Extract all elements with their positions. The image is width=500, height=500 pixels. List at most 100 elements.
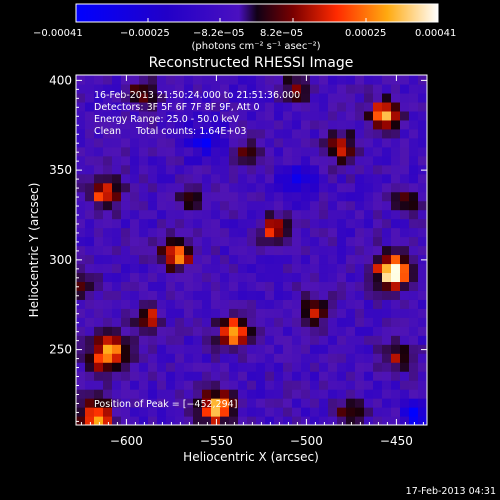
heatmap-cell bbox=[238, 272, 248, 283]
heatmap-cell bbox=[148, 236, 158, 247]
heatmap-cell bbox=[355, 218, 365, 229]
heatmap-cell bbox=[121, 254, 131, 265]
heatmap-cell bbox=[355, 353, 365, 363]
heatmap-cell bbox=[148, 245, 158, 256]
heatmap-cell bbox=[409, 128, 419, 139]
heatmap-cell bbox=[409, 317, 419, 327]
heatmap-cell bbox=[283, 137, 293, 148]
info-time-range: 16-Feb-2013 21:50:24.000 to 21:51:36.000 bbox=[94, 90, 300, 101]
x-tick-label: −450 bbox=[380, 434, 413, 448]
heatmap-cell bbox=[175, 272, 185, 283]
heatmap-cell bbox=[103, 353, 113, 363]
heatmap-cell bbox=[292, 110, 302, 121]
heatmap-cell bbox=[328, 83, 338, 94]
heatmap-cell bbox=[409, 416, 419, 425]
heatmap-cell bbox=[310, 380, 320, 390]
heatmap-cell bbox=[130, 155, 140, 166]
heatmap-cell bbox=[391, 182, 401, 193]
heatmap-cell bbox=[400, 299, 410, 309]
heatmap-cell bbox=[265, 371, 275, 381]
heatmap-cell bbox=[409, 326, 419, 336]
heatmap-cell bbox=[355, 146, 365, 157]
heatmap-cell bbox=[355, 92, 365, 103]
heatmap-cell bbox=[400, 272, 410, 283]
heatmap-cell bbox=[85, 272, 95, 283]
heatmap-cell bbox=[85, 155, 95, 166]
heatmap-cell bbox=[184, 92, 194, 103]
heatmap-cell bbox=[94, 308, 104, 318]
heatmap-cell bbox=[418, 164, 427, 175]
heatmap-cell bbox=[166, 191, 176, 202]
heatmap-cell bbox=[202, 209, 212, 220]
heatmap-cell bbox=[202, 308, 212, 318]
heatmap-cell bbox=[391, 326, 401, 336]
heatmap-cell bbox=[337, 371, 347, 381]
heatmap-cell bbox=[265, 146, 275, 157]
heatmap-cell bbox=[121, 290, 131, 300]
heatmap-cell bbox=[193, 200, 203, 211]
heatmap-cell bbox=[184, 407, 194, 417]
heatmap-cell bbox=[148, 362, 158, 372]
heatmap-cell bbox=[130, 407, 140, 417]
heatmap-cell bbox=[130, 371, 140, 381]
heatmap-cell bbox=[373, 362, 383, 372]
heatmap-cell bbox=[346, 326, 356, 336]
heatmap-cell bbox=[139, 191, 149, 202]
heatmap-cell bbox=[193, 101, 203, 112]
heatmap-cell bbox=[220, 146, 230, 157]
heatmap-cell bbox=[400, 245, 410, 256]
heatmap-cell bbox=[373, 119, 383, 130]
heatmap-cell bbox=[418, 299, 427, 309]
heatmap-cell bbox=[247, 245, 257, 256]
heatmap-cell bbox=[202, 326, 212, 336]
heatmap-cell bbox=[418, 227, 427, 238]
heatmap-cell bbox=[373, 110, 383, 121]
heatmap-cell bbox=[157, 200, 167, 211]
heatmap-cell bbox=[391, 218, 401, 229]
heatmap-cell bbox=[247, 281, 257, 291]
heatmap-cell bbox=[238, 371, 248, 381]
heatmap-cell bbox=[130, 227, 140, 238]
heatmap-cell bbox=[220, 416, 230, 425]
heatmap-cell bbox=[310, 281, 320, 291]
heatmap-cell bbox=[112, 75, 122, 85]
heatmap-cell bbox=[139, 389, 149, 399]
heatmap-cell bbox=[130, 236, 140, 247]
heatmap-cell bbox=[409, 245, 419, 256]
heatmap-cell bbox=[220, 110, 230, 121]
heatmap-cell bbox=[418, 317, 427, 327]
heatmap-cell bbox=[283, 290, 293, 300]
heatmap-cell bbox=[400, 146, 410, 157]
heatmap-cell bbox=[256, 75, 266, 85]
heatmap-cell bbox=[256, 299, 266, 309]
heatmap-cell bbox=[409, 335, 419, 345]
heatmap-cell bbox=[292, 245, 302, 256]
heatmap-cell bbox=[283, 281, 293, 291]
heatmap-cell bbox=[310, 389, 320, 399]
heatmap-cell bbox=[184, 101, 194, 112]
heatmap-cell bbox=[328, 326, 338, 336]
chart-title: Reconstructed RHESSI Image bbox=[149, 55, 354, 71]
heatmap-cell bbox=[94, 236, 104, 247]
heatmap-cell bbox=[355, 245, 365, 256]
heatmap-cell bbox=[283, 263, 293, 274]
heatmap-cell bbox=[157, 380, 167, 390]
heatmap-cell bbox=[229, 200, 239, 211]
heatmap-cell bbox=[229, 371, 239, 381]
heatmap-cell bbox=[328, 380, 338, 390]
heatmap-cell bbox=[85, 218, 95, 229]
heatmap-cell bbox=[319, 182, 329, 193]
heatmap-cell bbox=[283, 110, 293, 121]
heatmap-cell bbox=[193, 254, 203, 265]
heatmap-cell bbox=[292, 335, 302, 345]
heatmap-cell bbox=[364, 353, 374, 363]
heatmap-cell bbox=[85, 290, 95, 300]
heatmap-cell bbox=[364, 137, 374, 148]
heatmap-cell bbox=[256, 272, 266, 283]
heatmap-cell bbox=[112, 218, 122, 229]
heatmap-cell bbox=[355, 173, 365, 184]
heatmap-cell bbox=[238, 317, 248, 327]
heatmap-cell bbox=[391, 92, 401, 103]
heatmap-cell bbox=[103, 182, 113, 193]
